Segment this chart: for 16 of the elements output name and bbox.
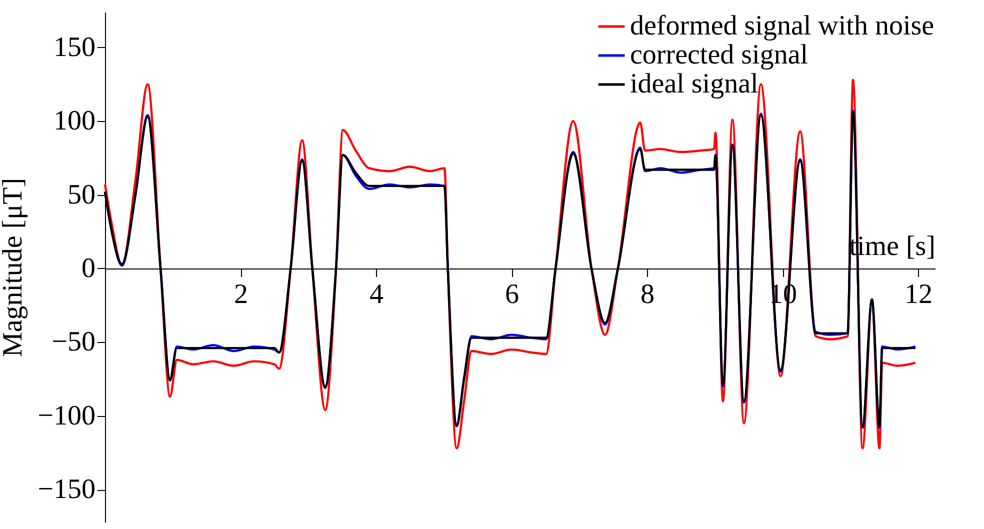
- y-tick-label: −50: [52, 326, 96, 358]
- x-tick-label: 8: [640, 278, 655, 310]
- y-tick-label: 0: [82, 252, 96, 284]
- y-tick-label: 150: [54, 32, 96, 63]
- x-tick-label: 4: [370, 278, 384, 310]
- x-tick-label: 2: [234, 278, 248, 310]
- y-tick-label: −100: [38, 400, 96, 432]
- x-tick-label: 12: [904, 278, 933, 310]
- legend-label: corrected signal: [630, 40, 808, 70]
- legend-label: deformed signal with noise: [630, 10, 934, 42]
- y-axis-title: Magnitude [μT]: [0, 178, 29, 358]
- legend-label: ideal signal: [630, 68, 759, 100]
- y-tick-label: −150: [38, 474, 96, 506]
- y-tick-label: 100: [54, 106, 96, 137]
- y-tick-label: 50: [68, 179, 96, 210]
- x-tick-label: 6: [505, 278, 520, 310]
